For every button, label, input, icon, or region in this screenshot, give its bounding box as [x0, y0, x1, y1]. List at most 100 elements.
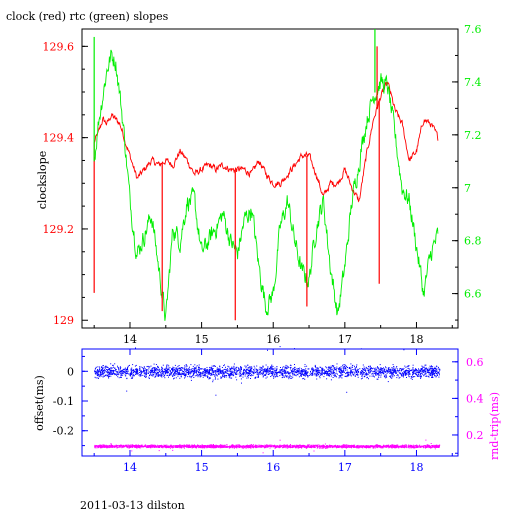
series-offset-point [144, 368, 146, 370]
series-rnd-trip-point [214, 446, 216, 448]
series-offset-point [264, 369, 266, 371]
series-offset-point [112, 371, 114, 373]
series-offset-point [215, 370, 217, 371]
series-offset-point [334, 374, 336, 376]
series-offset-point [234, 371, 236, 373]
series-offset-point [408, 365, 410, 367]
series-offset-point [330, 368, 331, 370]
series-rnd-trip-point [391, 447, 393, 449]
series-offset-outlier [135, 347, 136, 349]
top-y-axis-label: clockslope [36, 151, 49, 209]
series-offset-point [188, 367, 190, 369]
series-rnd-trip-point [132, 445, 134, 447]
series-offset-point [261, 369, 263, 371]
series-offset-point [281, 369, 283, 371]
series-offset-point [316, 372, 318, 374]
series-offset-point [295, 371, 297, 373]
series-offset-point [391, 373, 393, 375]
series-rnd-trip-point [233, 447, 235, 449]
series-offset-point [265, 373, 267, 375]
series-offset-point [240, 372, 242, 374]
series-offset-point [286, 365, 288, 367]
series-rnd-trip-point [139, 447, 141, 449]
series-offset-point [306, 371, 308, 373]
series-rnd-trip-point [246, 446, 248, 448]
series-offset-point [297, 370, 299, 372]
series-rnd-trip-point [436, 446, 438, 448]
series-offset-point [332, 372, 334, 374]
series-offset-point [182, 371, 184, 373]
series-rnd-trip-point [213, 446, 214, 448]
series-offset-point [383, 370, 385, 372]
series-offset-point [101, 375, 103, 377]
series-offset-point [136, 369, 138, 371]
series-offset-point [247, 373, 248, 375]
series-offset-point [216, 374, 218, 376]
series-offset-point [257, 372, 259, 374]
series-offset-point [264, 371, 266, 373]
series-offset-point [259, 366, 261, 368]
series-offset-point [112, 364, 114, 366]
series-offset-point [324, 372, 326, 374]
series-offset-point [292, 369, 294, 371]
series-rnd-trip-point [346, 445, 348, 447]
series-offset-point [233, 365, 235, 367]
series-offset-point [101, 366, 102, 368]
series-offset-point [255, 376, 257, 378]
series-rnd-trip-point [233, 445, 235, 447]
series-offset-point [315, 371, 317, 373]
series-offset-point [120, 367, 122, 369]
series-offset-point [435, 368, 437, 369]
series-rnd-trip-point [102, 444, 104, 446]
series-offset-point [331, 375, 333, 377]
series-offset-point [414, 371, 416, 372]
series-offset-point [221, 376, 223, 378]
series-offset-point [198, 366, 200, 368]
series-offset-point [385, 375, 387, 377]
series-offset-point [364, 372, 366, 374]
series-rnd-trip-point [387, 446, 389, 448]
series-offset-point [182, 373, 184, 375]
series-rnd-trip-point [241, 445, 243, 447]
series-offset-point [232, 375, 234, 377]
series-offset-point [173, 367, 175, 369]
series-offset-point [276, 368, 278, 370]
series-offset-point [318, 375, 320, 377]
series-offset-point [235, 368, 237, 370]
series-rnd-trip-point [197, 445, 199, 447]
series-offset-point [111, 373, 113, 375]
series-rnd-trip-point [250, 446, 252, 448]
series-offset-point [285, 372, 287, 374]
series-rnd-trip-point [423, 447, 425, 449]
series-offset-point [188, 369, 189, 371]
series-rnd-trip-point [398, 446, 400, 448]
series-offset-point [217, 368, 219, 370]
series-offset-point [350, 375, 352, 377]
series-offset-point [439, 369, 441, 371]
series-offset-point [189, 373, 191, 375]
series-offset-point [191, 375, 193, 377]
series-offset-outlier [215, 394, 217, 396]
series-offset-point [375, 373, 377, 375]
series-offset-point [96, 373, 98, 375]
series-offset-point [256, 373, 258, 375]
series-rnd-trip-point [422, 445, 424, 447]
series-offset-point [375, 367, 377, 369]
series-rnd-trip-point [94, 446, 96, 448]
series-offset-point [235, 372, 237, 374]
series-offset-point [290, 376, 292, 377]
series-offset-point [155, 373, 157, 374]
series-offset-point [250, 375, 252, 377]
series-offset-point [340, 368, 342, 370]
series-offset-point [328, 366, 330, 368]
top-x-tick-label: 18 [409, 333, 423, 346]
series-offset-point [405, 369, 407, 371]
series-rnd-trip-point [271, 445, 273, 447]
bottom-y2-axis-label: rnd-trip(ms) [488, 392, 501, 460]
series-offset-point [243, 373, 245, 375]
series-offset-point [273, 377, 275, 379]
series-rnd-trip-point [103, 444, 105, 446]
series-offset-point [207, 370, 209, 372]
series-offset-point [329, 370, 331, 372]
series-offset-point [225, 370, 227, 372]
